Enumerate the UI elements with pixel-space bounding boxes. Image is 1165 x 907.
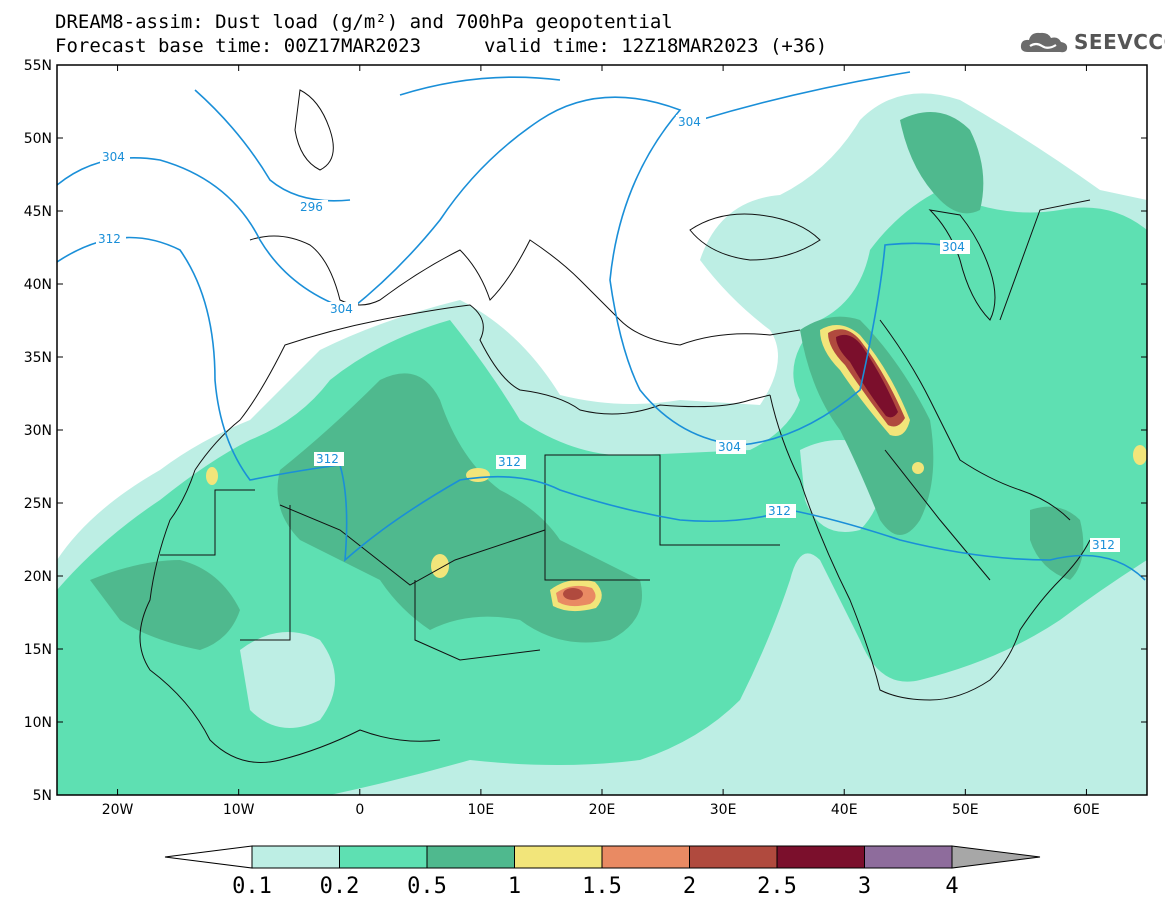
dust-level-0.5 bbox=[800, 316, 934, 535]
contour-label: 312 bbox=[316, 452, 339, 466]
colorbar-swatch bbox=[864, 845, 953, 869]
colorbar-tick-label: 1 bbox=[508, 874, 521, 899]
colorbar: 0.1 0.2 0.5 1 1.5 2 2.5 3 4 bbox=[164, 845, 1041, 899]
colorbar-tick-label: 0.1 bbox=[232, 874, 272, 899]
contour-label: 312 bbox=[498, 455, 521, 469]
colorbar-tick-label: 4 bbox=[945, 874, 958, 899]
lon-tick-label: 30E bbox=[710, 802, 737, 818]
coastline-north-africa bbox=[194, 304, 771, 471]
border bbox=[240, 505, 291, 641]
colorbar-swatch bbox=[689, 845, 778, 869]
dust-level-0.5 bbox=[277, 373, 642, 643]
contour-304-europe bbox=[349, 96, 971, 446]
lat-tick-label: 50N bbox=[24, 131, 52, 147]
coastline-black-sea bbox=[689, 213, 821, 261]
border bbox=[160, 489, 255, 556]
colorbar-tick-label: 3 bbox=[858, 874, 871, 899]
contour-312-west bbox=[57, 236, 1146, 581]
coastline-britain bbox=[294, 89, 334, 171]
contour-label: 304 bbox=[102, 150, 125, 164]
dust-level-1 bbox=[431, 554, 449, 578]
lon-tick-label: 20E bbox=[589, 802, 616, 818]
lon-tick-label: 40E bbox=[831, 802, 858, 818]
seevccc-logo: SEEVCCC bbox=[1018, 28, 1165, 56]
contour-labels: 304 296 312 304 304 312 312 304 304 312 … bbox=[96, 115, 1120, 552]
coastline-west-africa bbox=[139, 469, 441, 763]
colorbar-tick-label: 2 bbox=[683, 874, 696, 899]
lat-tick-label: 35N bbox=[24, 350, 52, 366]
colorbar-swatch bbox=[251, 845, 340, 869]
lon-tick-label: 10E bbox=[468, 802, 495, 818]
dust-level-0.5 bbox=[90, 560, 240, 650]
dust-level-1 bbox=[466, 468, 490, 482]
colorbar-swatch bbox=[776, 845, 865, 869]
dust-level-3 bbox=[836, 334, 898, 418]
dust-level-0.5 bbox=[900, 112, 984, 214]
colorbar-swatch bbox=[339, 845, 428, 869]
dust-level-0.5 bbox=[1030, 506, 1084, 580]
colorbar-tick-label: 0.5 bbox=[407, 874, 447, 899]
border bbox=[279, 504, 650, 586]
dust-level-1 bbox=[1133, 445, 1147, 465]
dust-load-fields bbox=[57, 93, 1147, 795]
lat-tick-label: 20N bbox=[24, 569, 52, 585]
longitude-axis: 20W 10W 0 10E 20E 30E 40E 50E 60E bbox=[102, 65, 1100, 818]
lat-tick-label: 15N bbox=[24, 642, 52, 658]
colorbar-swatch bbox=[514, 845, 603, 869]
contour-label: 304 bbox=[678, 115, 701, 129]
cloud-icon bbox=[1020, 32, 1068, 53]
colorbar-swatch bbox=[426, 845, 515, 869]
lat-tick-label: 5N bbox=[33, 788, 52, 804]
contour-304-north bbox=[399, 76, 561, 96]
coastlines-borders bbox=[139, 89, 1091, 763]
lat-tick-label: 10N bbox=[24, 715, 52, 731]
contour-label: 296 bbox=[300, 200, 323, 214]
coastline-red-sea bbox=[769, 394, 1091, 701]
contour-label: 304 bbox=[942, 240, 965, 254]
contour-label: 304 bbox=[718, 440, 741, 454]
dust-clear-patch bbox=[240, 632, 335, 728]
contour-label: 304 bbox=[330, 302, 353, 316]
border bbox=[999, 199, 1091, 321]
coastline-europe bbox=[249, 235, 801, 346]
lat-tick-label: 25N bbox=[24, 496, 52, 512]
dust-level-1 bbox=[912, 462, 924, 474]
contour-label: 312 bbox=[768, 504, 791, 518]
contour-label: 312 bbox=[1092, 538, 1115, 552]
colorbar-swatch bbox=[601, 845, 690, 869]
border bbox=[884, 449, 991, 581]
dust-level-1 bbox=[206, 467, 218, 485]
colorbar-high-arrow bbox=[951, 845, 1041, 869]
colorbar-tick-label: 1.5 bbox=[582, 874, 622, 899]
border bbox=[414, 580, 541, 661]
lon-tick-label: 60E bbox=[1073, 802, 1100, 818]
chart-title: DREAM8-assim: Dust load (g/m²) and 700hP… bbox=[55, 11, 673, 33]
forecast-base-time: Forecast base time: 00Z17MAR2023 bbox=[55, 35, 422, 57]
colorbar-tick-label: 0.2 bbox=[320, 874, 360, 899]
colorbar-low-arrow bbox=[164, 845, 253, 869]
latitude-axis: 5N 10N 15N 20N 25N 30N 35N 40N 45N 50N 55N bbox=[24, 58, 1147, 804]
valid-time: valid time: 12Z18MAR2023 (+36) bbox=[484, 35, 828, 57]
lon-tick-label: 50E bbox=[952, 802, 979, 818]
lat-tick-label: 40N bbox=[24, 277, 52, 293]
contour-label: 312 bbox=[98, 232, 121, 246]
coastline-arabia-gulf bbox=[879, 319, 1071, 521]
colorbar-tick-label: 2.5 bbox=[757, 874, 797, 899]
dust-level-2 bbox=[563, 588, 583, 600]
lat-tick-label: 45N bbox=[24, 204, 52, 220]
lat-tick-label: 55N bbox=[24, 58, 52, 74]
lon-tick-label: 20W bbox=[102, 802, 134, 818]
logo-text: SEEVCCC bbox=[1074, 30, 1165, 54]
lat-tick-label: 30N bbox=[24, 423, 52, 439]
lon-tick-label: 0 bbox=[355, 802, 364, 818]
border bbox=[544, 454, 780, 546]
lon-tick-label: 10W bbox=[223, 802, 255, 818]
contour-304-east bbox=[699, 71, 911, 121]
